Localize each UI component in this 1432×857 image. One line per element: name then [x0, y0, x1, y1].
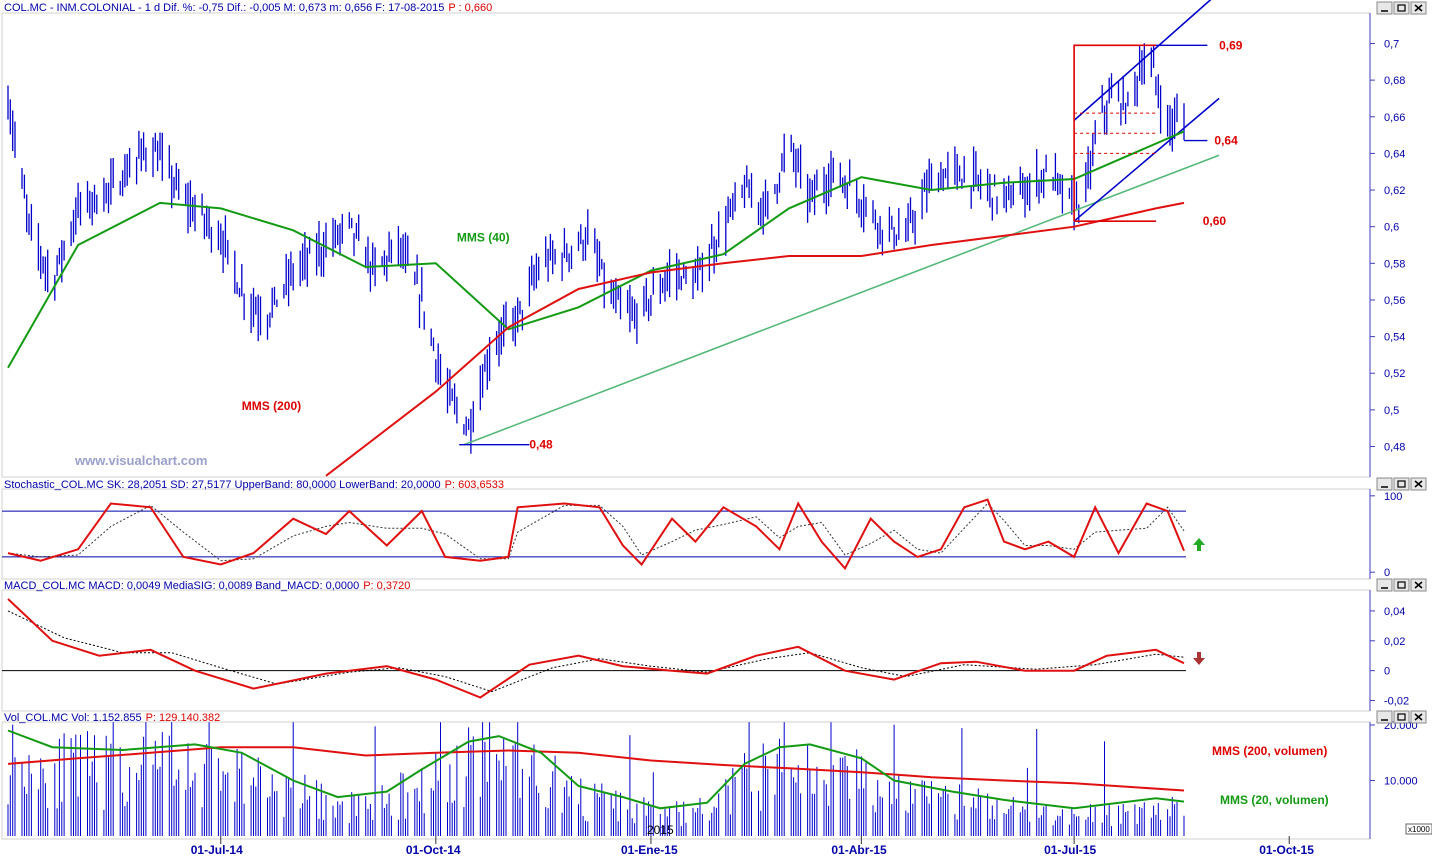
vol-ma-line-0	[7, 746, 1185, 792]
time-tick-label: 01-Jul-15	[1044, 843, 1096, 857]
annotation-label: 0,64	[1214, 134, 1238, 148]
panel-frames	[1, 12, 1371, 840]
annotation-label: MMS (200)	[242, 399, 301, 413]
price-y-tick-label: 0,5	[1384, 405, 1399, 417]
macd-header-last: P: 0,3720	[363, 580, 410, 592]
time-tick-label: 01-Ene-15	[621, 843, 678, 857]
vol-header-last: P: 129.140.382	[146, 712, 221, 724]
close-icon[interactable]	[1410, 710, 1427, 724]
stoch-y-tick-label: 0	[1384, 567, 1390, 579]
price-y-tick-label: 0,56	[1384, 295, 1405, 307]
window-button-box	[1393, 1, 1410, 15]
price-y-tick-label: 0,68	[1384, 75, 1405, 87]
close-icon[interactable]	[1410, 578, 1427, 592]
unit-box	[1405, 823, 1432, 835]
time-tick-label: 01-Oct-14	[406, 843, 461, 857]
time-tick-label: 01-Abr-15	[831, 843, 887, 857]
vol-header: Vol_COL.MC Vol: 1.152.855	[4, 712, 142, 724]
annotation-label: 0,48	[529, 438, 553, 452]
macd-y-tick-label: -0,02	[1384, 696, 1409, 708]
price-panel[interactable]: COL.MC - INM.COLONIAL - 1 d Dif. %: -0,7…	[4, 0, 1243, 477]
maximize-glyph	[1397, 713, 1406, 721]
vol-y-tick-label: 10.000	[1384, 776, 1418, 788]
vol-ma20-label: MMS (20, volumen)	[1220, 793, 1329, 807]
close-icon[interactable]	[1410, 1, 1427, 15]
panel-window-controls[interactable]	[1376, 1, 1427, 724]
trendline-0	[463, 154, 1220, 446]
trendline-2	[1073, 0, 1212, 121]
time-tick-label: 01-Jul-14	[191, 843, 243, 857]
stoch-sd-line	[7, 502, 1185, 562]
maximize-glyph	[1397, 480, 1406, 488]
stochastic-panel[interactable]: Stochastic_COL.MC SK: 28,2051 SD: 27,517…	[2, 479, 1205, 571]
close-glyph	[1414, 713, 1423, 721]
vol-ma200-label: MMS (200, volumen)	[1212, 744, 1327, 758]
macd-header: MACD_COL.MC MACD: 0,0049 MediaSIG: 0,008…	[4, 580, 359, 592]
annotation-label: 0,60	[1203, 214, 1227, 228]
year-label: 2015	[647, 823, 674, 837]
window-button-box	[1393, 710, 1410, 724]
macd-y-tick-label: 0,02	[1384, 636, 1405, 648]
up-arrow-icon	[1193, 538, 1205, 551]
unit-label: x1000	[1408, 825, 1430, 834]
watermark: www.visualchart.com	[74, 453, 207, 468]
close-icon[interactable]	[1410, 477, 1427, 491]
macd-signal-line	[7, 610, 1185, 693]
time-tick-label: 01-Oct-15	[1259, 843, 1314, 857]
stoch-y-tick-label: 100	[1384, 491, 1402, 503]
down-arrow-icon	[1193, 652, 1205, 665]
price-y-tick-label: 0,48	[1384, 442, 1405, 454]
maximize-icon[interactable]	[1393, 477, 1410, 491]
price-annotations: MMS (40) MMS (200) 0,48 0,69 0,64 0,60	[242, 38, 1243, 451]
price-y-tick-label: 0,58	[1384, 258, 1405, 270]
minimize-icon[interactable]	[1376, 477, 1393, 491]
maximize-icon[interactable]	[1393, 1, 1410, 15]
volume-panel[interactable]: Vol_COL.MC Vol: 1.152.855 P: 129.140.382 M…	[4, 712, 1432, 836]
maximize-icon[interactable]	[1393, 578, 1410, 592]
maximize-icon[interactable]	[1393, 710, 1410, 724]
annotation-label: 0,69	[1219, 38, 1243, 52]
macd-line	[7, 598, 1185, 699]
macd-y-tick-label: 0	[1384, 666, 1390, 678]
window-button-box	[1393, 578, 1410, 592]
price-header-last: P : 0,660	[448, 2, 492, 14]
price-y-tick-label: 0,62	[1384, 185, 1405, 197]
stoch-header-last: P: 603,6533	[445, 479, 504, 491]
price-lines	[7, 0, 1220, 477]
window-button-box	[1376, 477, 1393, 491]
window-button-box	[1393, 477, 1410, 491]
minimize-icon[interactable]	[1376, 578, 1393, 592]
price-y-tick-label: 0,64	[1384, 148, 1405, 160]
fib-box-outline	[1073, 44, 1156, 222]
volume-bars	[7, 722, 1185, 836]
macd-y-tick-label: 0,04	[1384, 606, 1405, 618]
price-y-tick-label: 0,66	[1384, 112, 1405, 124]
maximize-glyph	[1397, 581, 1406, 589]
close-glyph	[1414, 480, 1423, 488]
stoch-header: Stochastic_COL.MC SK: 28,2051 SD: 27,517…	[4, 479, 441, 491]
price-series-line-0	[7, 130, 1185, 369]
close-glyph	[1414, 4, 1423, 12]
minimize-icon[interactable]	[1376, 710, 1393, 724]
minimize-icon[interactable]	[1376, 1, 1393, 15]
trendline-1	[1073, 97, 1220, 222]
stoch-sk-line	[7, 498, 1185, 571]
price-bars	[7, 43, 1185, 454]
window-button-box	[1376, 1, 1393, 15]
macd-panel[interactable]: MACD_COL.MC MACD: 0,0049 MediaSIG: 0,008…	[2, 580, 1205, 699]
vol-ma-line-1	[7, 729, 1185, 810]
maximize-glyph	[1397, 4, 1406, 12]
price-header: COL.MC - INM.COLONIAL - 1 d Dif. %: -0,7…	[4, 2, 444, 14]
window-button-box	[1376, 710, 1393, 724]
price-series-line-1	[325, 201, 1185, 477]
price-y-tick-label: 0,6	[1384, 222, 1399, 234]
price-y-tick-label: 0,54	[1384, 332, 1405, 344]
price-y-tick-label: 0,52	[1384, 368, 1405, 380]
annotation-label: MMS (40)	[457, 231, 510, 245]
close-glyph	[1414, 581, 1423, 589]
window-button-box	[1376, 578, 1393, 592]
price-y-tick-label: 0,7	[1384, 38, 1399, 50]
